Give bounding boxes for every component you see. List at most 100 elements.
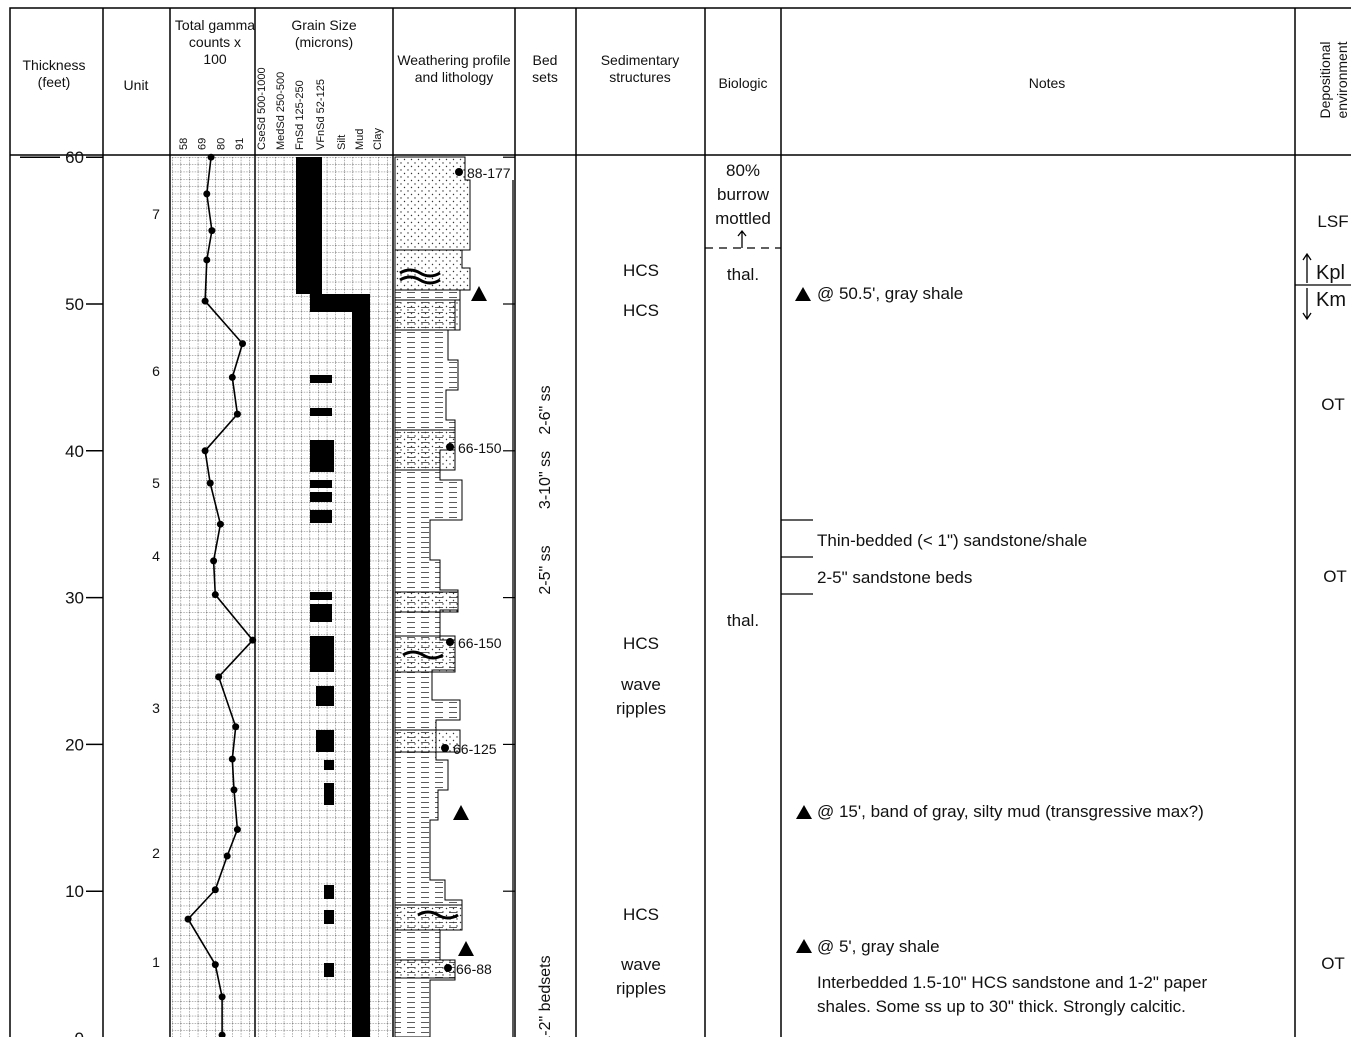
sample-dot <box>455 168 463 176</box>
note: Interbedded 1.5-10" HCS sandstone and 1-… <box>817 973 1207 992</box>
structure: HCS <box>623 634 659 653</box>
biologic: thal. <box>727 265 759 284</box>
note: shales. Some ss up to 30" thick. Strongl… <box>817 997 1186 1016</box>
unit-label: 2 <box>152 845 160 861</box>
header-environment: Depositionalenvironment <box>1317 41 1350 118</box>
thickness-label: 60 <box>65 148 84 167</box>
gamma-tick-label: 80 <box>215 138 227 150</box>
note: 2-5" sandstone beds <box>817 568 972 587</box>
sample-label: 88-177 <box>467 165 511 181</box>
unit-label: 6 <box>152 363 160 379</box>
gamma-point <box>234 826 241 833</box>
gamma-point <box>215 673 222 680</box>
lithology <box>395 157 470 1037</box>
gamma-tick-label: 91 <box>234 138 246 150</box>
biologic: thal. <box>727 611 759 630</box>
thickness-label: 50 <box>65 295 84 314</box>
gamma-point <box>202 298 209 305</box>
sample-label: 66-88 <box>456 961 492 977</box>
sample-dot <box>441 744 449 752</box>
sample-label: 66-150 <box>458 440 502 456</box>
header-biologic: Biologic <box>718 75 767 91</box>
gamma-point <box>212 961 219 968</box>
note: Thin-bedded (< 1") sandstone/shale <box>817 531 1087 550</box>
thickness-label: 30 <box>65 589 84 608</box>
thickness-label: 10 <box>65 882 84 901</box>
header-notes: Notes <box>1029 75 1066 91</box>
biologic: 80% <box>726 161 760 180</box>
thickness-label: 0 <box>75 1029 84 1037</box>
gamma-point <box>203 256 210 263</box>
structure: HCS <box>623 301 659 320</box>
unit-label: 7 <box>152 206 160 222</box>
grain-class: VFnSd 52-125 <box>315 79 327 150</box>
gamma-point <box>231 786 238 793</box>
bed-set: 2-5" ss <box>537 545 554 594</box>
gamma-point <box>212 591 219 598</box>
environment: OT <box>1321 954 1345 973</box>
note: @ 15', band of gray, silty mud (transgre… <box>817 802 1204 821</box>
environment: LSF <box>1317 212 1348 231</box>
structure: HCS <box>623 905 659 924</box>
gamma-point <box>210 557 217 564</box>
gamma-tick-label: 69 <box>197 138 209 150</box>
biologic: mottled <box>715 209 771 228</box>
gamma-point <box>202 447 209 454</box>
structure: ripples <box>616 699 666 718</box>
grain-class: Clay <box>372 127 384 150</box>
bed-set: 3-10" ss <box>537 451 554 509</box>
gamma-point <box>239 340 246 347</box>
gamma-point <box>219 993 226 1000</box>
grain-class: FnSd 125-250 <box>294 80 306 150</box>
header-thickness: Thickness(feet) <box>22 57 85 90</box>
note: @ 5', gray shale <box>817 937 940 956</box>
structure: wave <box>620 675 661 694</box>
sample-label: 66-150 <box>458 635 502 651</box>
gamma-point <box>208 227 215 234</box>
gamma-point <box>229 374 236 381</box>
gamma-point <box>249 637 256 644</box>
gamma-point <box>185 916 192 923</box>
biologic: burrow <box>717 185 770 204</box>
gamma-point <box>224 852 231 859</box>
gamma-point <box>207 480 214 487</box>
header-unit: Unit <box>124 77 149 93</box>
thickness-label: 20 <box>65 735 84 754</box>
unit-label: 4 <box>152 548 160 564</box>
environment: Kpl <box>1316 262 1345 284</box>
grain-class: CseSd 500-1000 <box>256 67 268 150</box>
structure: ripples <box>616 979 666 998</box>
thickness-label: 40 <box>65 442 84 461</box>
gamma-tick-label: 58 <box>178 138 190 150</box>
grain-class: Mud <box>354 129 366 150</box>
sample-label: 66-125 <box>453 741 497 757</box>
gamma-point <box>203 190 210 197</box>
stratigraphic-log: Thickness(feet) Unit Total gammacounts x… <box>0 0 1351 1037</box>
grain-class: MedSd 250-500 <box>275 72 287 150</box>
environment: OT <box>1321 395 1345 414</box>
structure: HCS <box>623 261 659 280</box>
gamma-point <box>208 154 215 161</box>
grain-class: Silt <box>336 135 348 150</box>
unit-label: 1 <box>152 954 160 970</box>
gamma-point <box>217 521 224 528</box>
unit-label: 5 <box>152 475 160 491</box>
bed-set: 2-6" ss <box>537 385 554 434</box>
header-grain: Grain Size(microns) <box>291 17 357 50</box>
gamma-point <box>212 886 219 893</box>
gamma-point <box>234 411 241 418</box>
note: @ 50.5', gray shale <box>817 284 963 303</box>
environment: OT <box>1323 567 1347 586</box>
structure: wave <box>620 955 661 974</box>
bed-set: 1-2" bedsets <box>537 955 554 1037</box>
sample-dot <box>444 964 452 972</box>
gamma-point <box>229 756 236 763</box>
environment: Km <box>1316 289 1346 311</box>
sample-dot <box>446 638 454 646</box>
sample-dot <box>446 443 454 451</box>
